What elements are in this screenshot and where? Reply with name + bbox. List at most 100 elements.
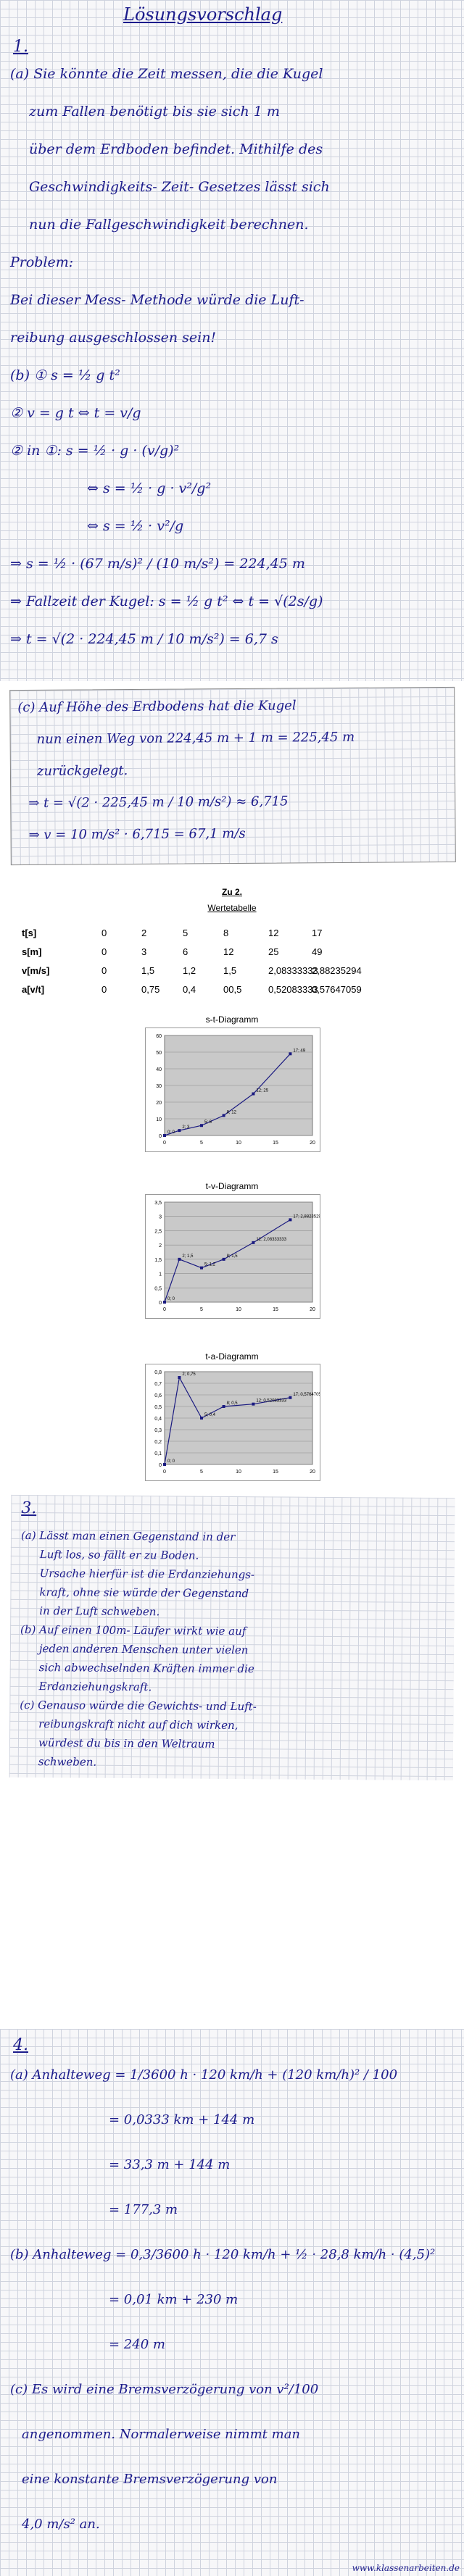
table-cell: 6 bbox=[183, 946, 188, 957]
chart-title: s-t-Diagramm bbox=[205, 1014, 259, 1025]
table-row-label: v[m/s] bbox=[22, 965, 50, 976]
table-cell: 3 bbox=[141, 946, 147, 957]
x-tick-label: 5 bbox=[200, 1470, 203, 1475]
y-tick-label: 0,7 bbox=[154, 1382, 162, 1387]
table-cell: 17 bbox=[312, 928, 323, 938]
data-label: 5; 1,2 bbox=[204, 1263, 216, 1267]
table-cell: 00,5 bbox=[223, 984, 242, 995]
series-line bbox=[164, 1053, 291, 1136]
data-point bbox=[163, 1134, 166, 1137]
chart-svg: 0 10 20 30 40 50 60 0 5 10 15 20 0; 0 2; 3 5; 6 8; 12 12… bbox=[156, 1034, 315, 1146]
data-label: 2; 0,75 bbox=[182, 1372, 196, 1377]
solution-3-line: würdest du bis in den Weltraum bbox=[38, 1736, 215, 1751]
solution-1-line: Problem: bbox=[10, 254, 74, 270]
data-label: 8; 12 bbox=[227, 1110, 237, 1114]
y-tick-label: 1,5 bbox=[154, 1258, 162, 1263]
data-point bbox=[200, 1417, 203, 1420]
y-tick-label: 0,5 bbox=[154, 1286, 162, 1291]
data-point bbox=[200, 1266, 203, 1270]
solution-3-line: schweben. bbox=[38, 1755, 97, 1769]
data-label: 5; 6 bbox=[204, 1120, 212, 1125]
data-point bbox=[222, 1114, 225, 1117]
solution-1c-line: (c) Auf Höhe des Erdbodens hat die Kugel bbox=[17, 698, 297, 716]
y-tick-label: 0,8 bbox=[154, 1370, 162, 1375]
x-tick-label: 0 bbox=[163, 1470, 166, 1475]
solution-4-line: eine konstante Bremsverzögerung von bbox=[22, 2472, 278, 2487]
data-label: 5; 0,4 bbox=[204, 1413, 216, 1417]
y-tick-label: 0 bbox=[159, 1134, 162, 1139]
solution-1-line: reibung ausgeschlossen sein! bbox=[10, 330, 217, 346]
data-point bbox=[178, 1257, 181, 1261]
value-table-heading: Wertetabelle bbox=[207, 903, 257, 913]
solution-3-line: Erdanziehungskraft. bbox=[38, 1680, 152, 1694]
y-tick-label: 0,1 bbox=[154, 1451, 162, 1456]
x-tick-label: 15 bbox=[273, 1307, 278, 1312]
table-cell: 25 bbox=[268, 946, 279, 957]
solution-1-line: ⇒ Fallzeit der Kugel: s = ½ g t² ⇔ t = √… bbox=[10, 593, 323, 609]
table-cell: 2,08333333 bbox=[268, 965, 318, 976]
data-point bbox=[222, 1257, 225, 1261]
chart-svg: 0 0,5 1 1,5 2 2,5 3 3,5 0 5 10 15 20 0; 0 2; 1,5 5; 1,2… bbox=[154, 1201, 324, 1312]
y-tick-label: 60 bbox=[156, 1034, 162, 1039]
x-tick-label: 0 bbox=[163, 1307, 166, 1312]
handwritten-sheet-3: 3. (a) Lässt man einen Gegenstand in der… bbox=[9, 1494, 455, 1781]
table-cell: 8 bbox=[223, 928, 229, 938]
solution-1-line: (a) Sie könnte die Zeit messen, die die … bbox=[10, 66, 323, 82]
task-2-heading: Zu 2. bbox=[221, 887, 242, 897]
solution-3-line: (a) Lässt man einen Gegenstand in der bbox=[20, 1528, 236, 1544]
solution-4-line: (b) Anhalteweg = 0,3/3600 h · 120 km/h +… bbox=[10, 2247, 436, 2262]
data-label: 17; 49 bbox=[293, 1049, 305, 1053]
data-point bbox=[252, 1092, 255, 1096]
y-tick-label: 20 bbox=[156, 1101, 162, 1106]
handwritten-sheet-1: Lösungsvorschlag 1. (a) Sie könnte die Z… bbox=[0, 0, 464, 681]
solution-1-line: ⇔ s = ½ · v²/g bbox=[87, 518, 184, 534]
data-label: 0; 0 bbox=[167, 1297, 175, 1301]
table-cell: 2 bbox=[141, 928, 147, 938]
y-tick-label: 0 bbox=[159, 1301, 162, 1306]
solution-1-line: nun die Fallgeschwindigkeit berechnen. bbox=[29, 217, 309, 233]
x-tick-label: 10 bbox=[236, 1470, 241, 1475]
y-tick-label: 0,6 bbox=[154, 1393, 162, 1399]
table-cell: 0,4 bbox=[183, 984, 196, 995]
solution-1-line: (b) ① s = ½ g t² bbox=[10, 367, 120, 383]
table-cell: 5 bbox=[183, 928, 188, 938]
handwritten-sheet-4: 4. (a) Anhalteweg = 1/3600 h · 120 km/h … bbox=[0, 2029, 464, 2576]
solution-4-line: = 0,01 km + 230 m bbox=[109, 2292, 239, 2307]
x-tick-label: 0 bbox=[163, 1141, 166, 1146]
data-point bbox=[289, 1218, 292, 1222]
data-point bbox=[252, 1241, 255, 1244]
solution-3-line: sich abwechselnden Kräften immer die bbox=[38, 1661, 254, 1676]
data-label: 2; 1,5 bbox=[182, 1254, 194, 1259]
chart-frame: 0 0,5 1 1,5 2 2,5 3 3,5 0 5 10 15 20 0; 0 2; 1,5 5; 1,2… bbox=[145, 1194, 324, 1319]
x-tick-label: 20 bbox=[310, 1141, 315, 1146]
solution-3-line: kraft, ohne sie würde der Gegenstand bbox=[39, 1585, 249, 1601]
data-label: 12; 0,52083333 bbox=[256, 1399, 286, 1404]
x-tick-label: 15 bbox=[273, 1470, 278, 1475]
solution-4-line: = 0,0333 km + 144 m bbox=[109, 2112, 255, 2127]
y-tick-label: 0,4 bbox=[154, 1417, 162, 1422]
x-tick-label: 5 bbox=[200, 1141, 203, 1146]
y-tick-label: 30 bbox=[156, 1084, 162, 1089]
solution-1-line: über dem Erdboden befindet. Mithilfe des bbox=[29, 141, 323, 157]
solution-1-line: Geschwindigkeits- Zeit- Gesetzes lässt s… bbox=[29, 179, 330, 195]
table-row-label: t[s] bbox=[22, 928, 37, 938]
table-cell: 1,2 bbox=[183, 965, 196, 976]
series-line bbox=[164, 1219, 291, 1303]
handwritten-sheet-1c: (c) Auf Höhe des Erdbodens hat die Kugel… bbox=[9, 686, 456, 866]
data-label: 0; 0 bbox=[167, 1459, 175, 1464]
data-point bbox=[178, 1376, 181, 1379]
y-tick-label: 2,5 bbox=[154, 1229, 162, 1234]
table-cell: 1,5 bbox=[141, 965, 155, 976]
solution-3-line: (c) Genauso würde die Gewichts- und Luft… bbox=[20, 1698, 257, 1714]
data-point bbox=[222, 1405, 225, 1408]
task-number-3: 3. bbox=[21, 1499, 37, 1518]
series-line bbox=[164, 1376, 291, 1465]
solution-1-line: ⇒ t = √(2 · 224,45 m / 10 m/s²) = 6,7 s bbox=[10, 631, 278, 647]
x-tick-label: 20 bbox=[310, 1470, 315, 1475]
solution-3-line: (b) Auf einen 100m- Läufer wirkt wie auf bbox=[20, 1622, 246, 1638]
solution-4-line: 4,0 m/s² an. bbox=[22, 2517, 100, 2532]
solution-1-line: ② in ①: s = ½ · g · (v/g)² bbox=[10, 443, 180, 459]
table-cell: 0,52083333 bbox=[268, 984, 318, 995]
y-tick-label: 3,5 bbox=[154, 1201, 162, 1206]
y-tick-label: 3 bbox=[159, 1215, 162, 1220]
